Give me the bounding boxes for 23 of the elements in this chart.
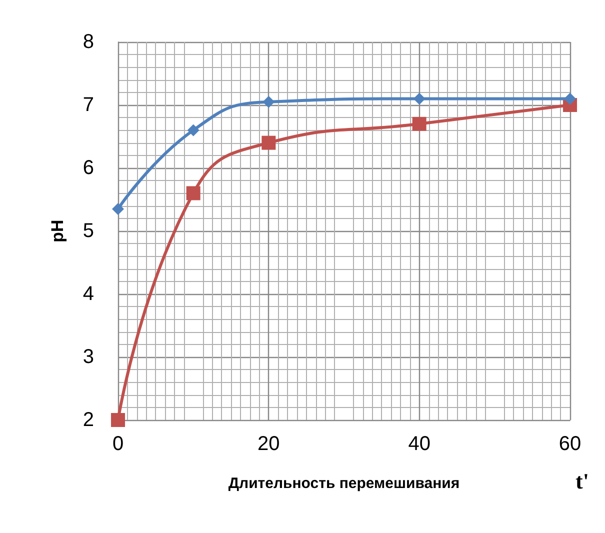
y-tick-label: 8 xyxy=(82,31,94,53)
y-tick-label: 3 xyxy=(82,346,94,368)
point xyxy=(112,202,124,215)
y-tick-label: 7 xyxy=(82,94,94,116)
point xyxy=(413,92,426,105)
point xyxy=(262,136,276,150)
y-tick-label: 5 xyxy=(82,220,94,242)
y-tick-label: 4 xyxy=(82,283,94,305)
x-tick-label: 0 xyxy=(112,433,124,455)
x-tick-label: 60 xyxy=(558,433,582,455)
point xyxy=(412,116,426,131)
x-tick-label: 40 xyxy=(408,433,430,455)
x-tick-label: 20 xyxy=(258,433,280,455)
y-axis-title: pH xyxy=(48,220,67,242)
point xyxy=(262,96,275,108)
x-axis-title: Длительность перемешивания xyxy=(228,475,460,492)
y-tick-label: 2 xyxy=(82,409,94,431)
point xyxy=(187,124,200,136)
point xyxy=(564,92,576,105)
y-tick-label: 6 xyxy=(82,157,94,179)
point xyxy=(186,186,200,200)
point xyxy=(111,413,125,427)
text: t' xyxy=(576,468,590,494)
